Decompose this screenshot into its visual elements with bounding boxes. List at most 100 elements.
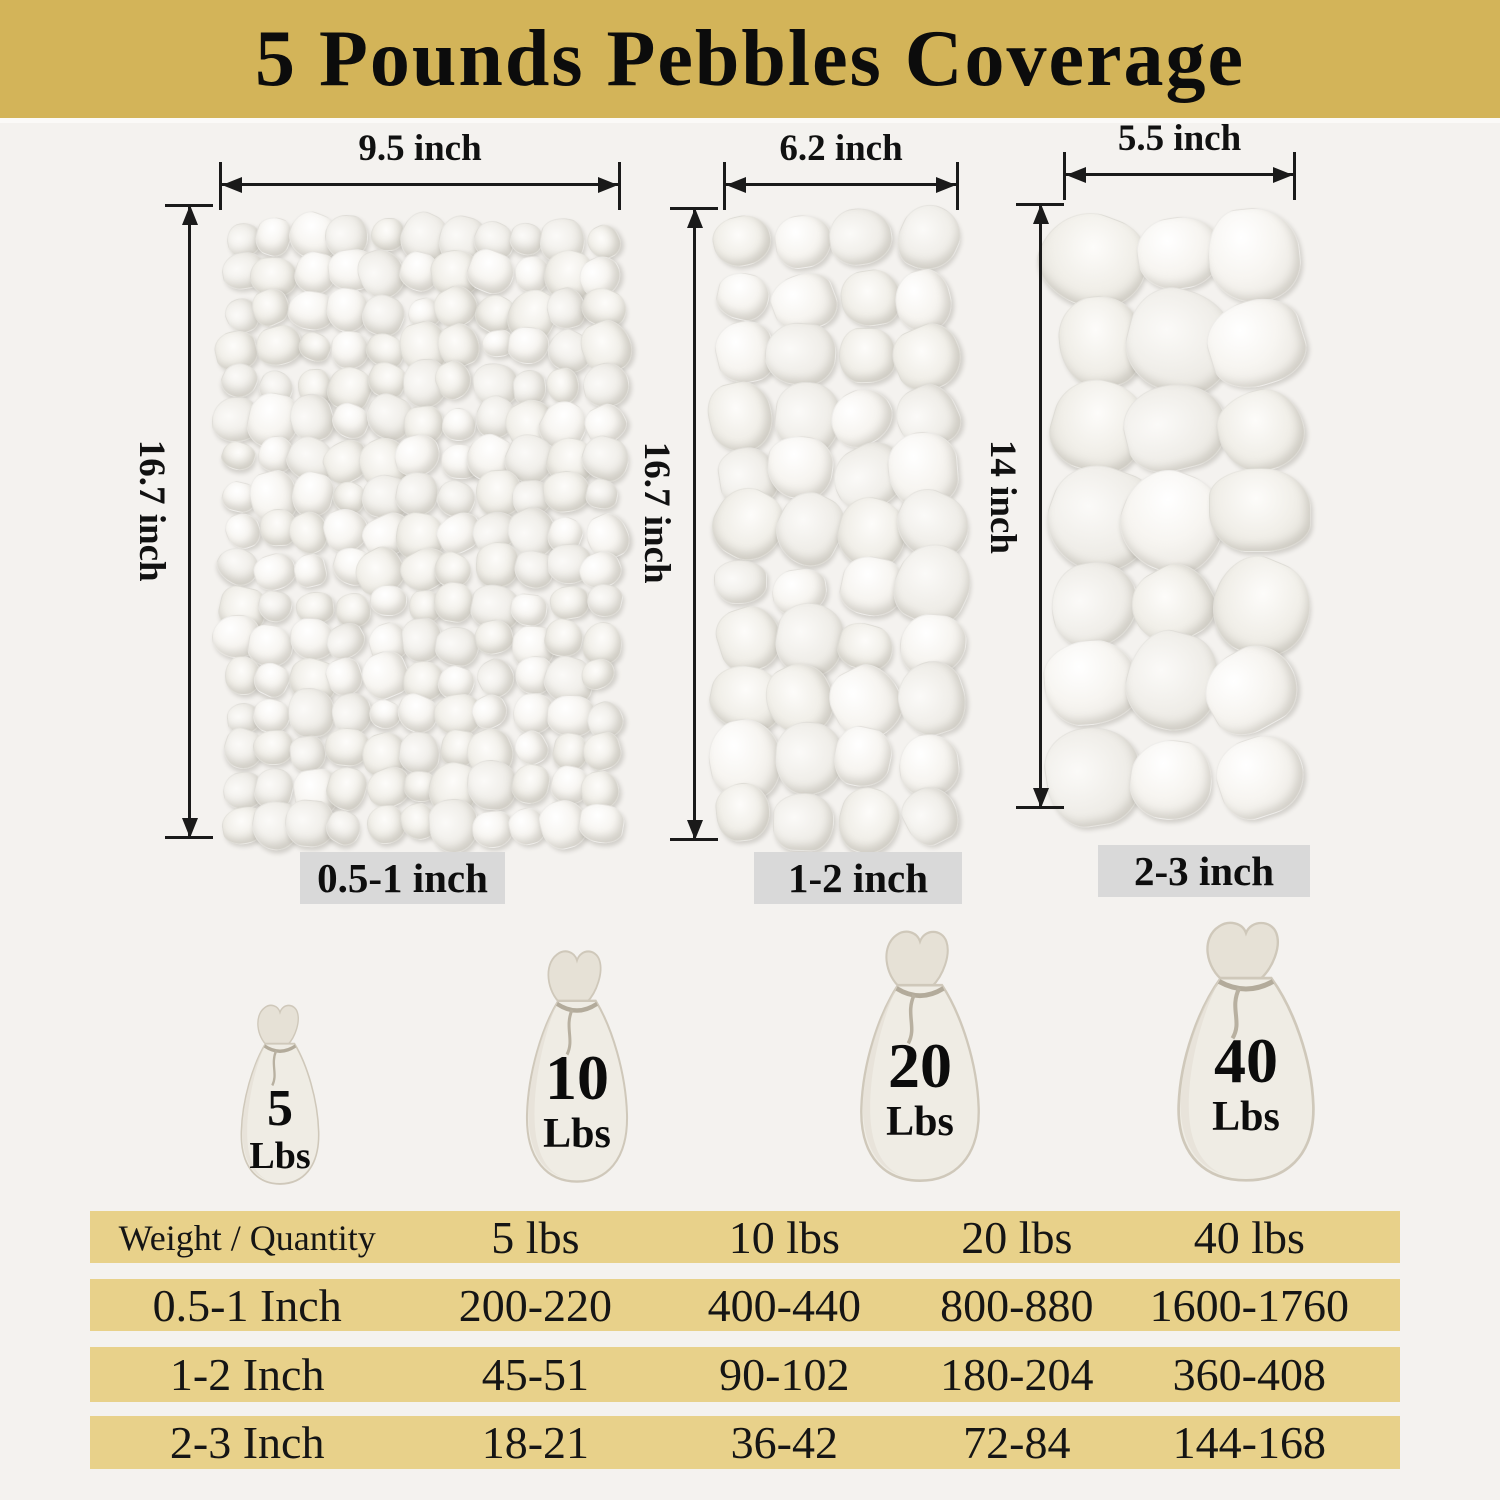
table-cell: 5 lbs [491, 1212, 580, 1263]
pebble [465, 758, 518, 812]
pebble [508, 760, 553, 808]
table-cell: 45-51 [481, 1349, 590, 1400]
dimension-arrow-icon [1066, 166, 1293, 183]
pebble [290, 550, 330, 591]
height-dimension-label: 16.7 inch [636, 441, 677, 584]
dimension-tick [1063, 152, 1066, 200]
bag-unit: Lbs [886, 1099, 954, 1146]
table-cell: Weight / Quantity [118, 1217, 376, 1258]
table-cell: 360-408 [1172, 1349, 1326, 1400]
bag-label: 20 Lbs [832, 1033, 1008, 1147]
pebble [762, 320, 838, 388]
bag-unit: Lbs [543, 1111, 611, 1158]
bag-label: 10 Lbs [502, 1045, 652, 1159]
pebble [1125, 734, 1217, 825]
bag-weight: 20 [888, 1030, 952, 1101]
pebble [893, 778, 967, 853]
table-row: 0.5-1 Inch 200-220 400-440 800-880 1600-… [90, 1279, 1400, 1331]
pebble [218, 437, 259, 475]
dimension-tick [1016, 806, 1064, 809]
dimension-arrow-icon [222, 176, 618, 193]
dimension-tick [1016, 203, 1064, 206]
pebble [1209, 381, 1312, 479]
table-cell: 20 lbs [961, 1212, 1073, 1263]
pebble [712, 268, 774, 326]
title-banner: 5 Pounds Pebbles Coverage [0, 0, 1500, 123]
pebble [294, 327, 336, 366]
pebble [708, 210, 776, 272]
pebble-panel-small [210, 205, 639, 855]
drawstring-bag-icon [860, 930, 980, 1182]
bag-weight: 10 [545, 1042, 609, 1113]
pebble [370, 217, 405, 251]
dimension-tick [618, 162, 621, 210]
dimension-tick [723, 162, 726, 210]
pebble [713, 559, 767, 604]
dimension-tick [670, 207, 718, 210]
table-row: 2-3 Inch 18-21 36-42 72-84 144-168 [90, 1416, 1400, 1469]
table-cell: 400-440 [707, 1280, 861, 1331]
bag-5lbs: 5 Lbs [222, 1002, 338, 1192]
drawstring-bag-icon [240, 1004, 320, 1185]
table-cell: 90-102 [719, 1349, 850, 1400]
pebble [473, 540, 520, 589]
pebble [830, 780, 907, 861]
table-cell: 36-42 [730, 1417, 838, 1468]
page-title: 5 Pounds Pebbles Coverage [255, 14, 1245, 103]
width-dimension-small: 9.5 inch [219, 128, 621, 210]
height-dimension-label: 16.7 inch [131, 439, 172, 582]
width-dimension-label: 6.2 inch [779, 128, 903, 169]
pebble [583, 475, 622, 512]
pebble [838, 327, 896, 384]
bag-label: 5 Lbs [222, 1082, 338, 1179]
drawstring-bag-icon [525, 950, 629, 1183]
table-cell: 1-2 Inch [169, 1349, 325, 1400]
height-dimension-large: 14 inch [982, 203, 1064, 809]
pebble [1203, 203, 1305, 307]
width-dimension-large: 5.5 inch [1063, 118, 1296, 200]
size-label-medium: 1-2 inch [754, 852, 962, 904]
height-dimension-label: 14 inch [982, 439, 1023, 554]
dimension-arrow-icon [693, 210, 696, 838]
bag-unit: Lbs [1212, 1093, 1280, 1140]
pebble-panel-large [1026, 197, 1325, 833]
dimension-tick [219, 162, 222, 210]
width-dimension-medium: 6.2 inch [723, 128, 959, 210]
size-label-large: 2-3 inch [1098, 845, 1310, 897]
dimension-tick [165, 204, 213, 207]
table-cell: 200-220 [458, 1280, 613, 1331]
height-dimension-small: 16.7 inch [131, 204, 213, 839]
table-header-row: Weight / Quantity 5 lbs 10 lbs 20 lbs 40… [90, 1211, 1400, 1263]
pebble [579, 728, 625, 775]
dimension-arrow-icon [726, 176, 956, 193]
pebble [701, 375, 780, 458]
pebble [887, 653, 975, 744]
table-cell: 800-880 [940, 1280, 1094, 1331]
table-cell: 180-204 [940, 1349, 1094, 1400]
table-row: 1-2 Inch 45-51 90-102 180-204 360-408 [90, 1347, 1400, 1402]
table-cell: 144-168 [1172, 1417, 1326, 1468]
dimension-tick [165, 836, 213, 839]
dimension-tick [1293, 152, 1296, 200]
pebble [547, 582, 592, 622]
bag-40lbs: 40 Lbs [1145, 918, 1347, 1192]
dimension-arrow-icon [1039, 206, 1042, 806]
pebble [771, 211, 836, 272]
pebble [772, 792, 835, 852]
pebble [366, 803, 406, 845]
table-cell: 10 lbs [728, 1212, 840, 1263]
pebble [433, 625, 482, 669]
bag-unit: Lbs [249, 1134, 311, 1177]
pebble [329, 329, 371, 371]
height-dimension-medium: 16.7 inch [636, 207, 718, 841]
pebble-panel-medium [700, 194, 983, 861]
pebble [1206, 725, 1314, 828]
size-label-small: 0.5-1 inch [300, 852, 505, 904]
dimension-tick [670, 838, 718, 841]
pebble [1208, 467, 1311, 552]
pebble [286, 686, 335, 738]
pebble [470, 808, 515, 850]
table-cell: 1600-1760 [1149, 1280, 1349, 1331]
table-cell: 40 lbs [1193, 1212, 1305, 1263]
